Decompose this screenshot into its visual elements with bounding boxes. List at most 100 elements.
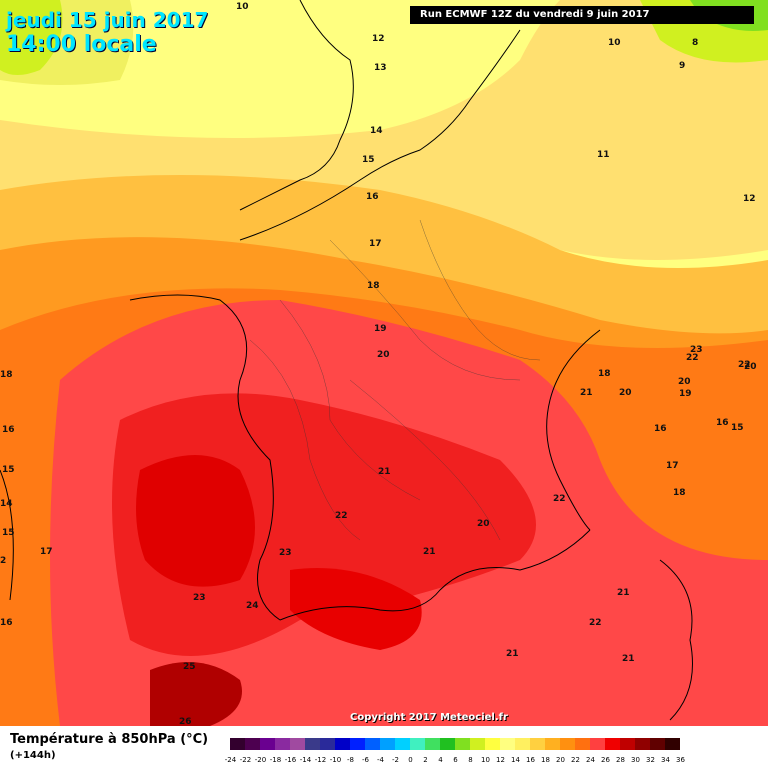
isotherm-label: 2 [0, 556, 7, 566]
forecast-date: jeudi 15 juin 2017 [6, 8, 209, 32]
isotherm-label: 16 [0, 618, 13, 628]
scale-tick-label: -16 [284, 756, 297, 764]
scale-swatch [260, 738, 275, 750]
isotherm-label: 16 [366, 192, 379, 202]
isotherm-label: 15 [2, 465, 15, 475]
forecast-time: 14:00 locale [6, 32, 157, 57]
scale-tick-label: 24 [586, 756, 595, 764]
scale-swatch [635, 738, 650, 750]
isotherm-label: 9 [679, 61, 686, 71]
isotherm-label: 20 [744, 362, 757, 372]
scale-swatch [485, 738, 500, 750]
scale-swatch [350, 738, 365, 750]
scale-swatch [440, 738, 455, 750]
scale-swatch [230, 738, 245, 750]
isotherm-label: 22 [589, 618, 602, 628]
scale-tick-label: 34 [661, 756, 670, 764]
scale-tick-label: -10 [329, 756, 342, 764]
isotherm-label: 22 [553, 494, 566, 504]
scale-tick-label: 28 [616, 756, 625, 764]
isotherm-label: 24 [246, 601, 259, 611]
scale-tick-label: 20 [556, 756, 565, 764]
isotherm-label: 21 [506, 649, 519, 659]
legend-bar: Température à 850hPa (°C) (+144h) -24 -22… [0, 726, 768, 768]
scale-tick-label: 2 [423, 756, 428, 764]
scale-tick-label: -4 [377, 756, 384, 764]
scale-tick-label: 30 [631, 756, 640, 764]
scale-tick-label: 4 [438, 756, 443, 764]
scale-swatch [395, 738, 410, 750]
isotherm-label: 10 [236, 2, 249, 12]
scale-tick-label: -2 [392, 756, 399, 764]
scale-tick-label: 22 [571, 756, 580, 764]
scale-tick-label: 26 [601, 756, 610, 764]
scale-swatch [320, 738, 335, 750]
temperature-map [0, 0, 768, 726]
scale-swatch [515, 738, 530, 750]
isotherm-label: 23 [193, 593, 206, 603]
scale-swatch [590, 738, 605, 750]
scale-tick-label: 32 [646, 756, 655, 764]
scale-tick-label: 10 [481, 756, 490, 764]
scale-tick-label: -6 [362, 756, 369, 764]
scale-tick-label: 8 [468, 756, 473, 764]
map-canvas [0, 0, 768, 726]
isotherm-label: 16 [654, 424, 667, 434]
isotherm-label: 21 [378, 467, 391, 477]
isotherm-label: 18 [598, 369, 611, 379]
scale-swatch [560, 738, 575, 750]
scale-tick-label: 14 [511, 756, 520, 764]
isotherm-label: 20 [678, 377, 691, 387]
isotherm-label: 26 [179, 717, 192, 727]
scale-tick-label: 16 [526, 756, 535, 764]
isotherm-label: 18 [367, 281, 380, 291]
isotherm-label: 25 [183, 662, 196, 672]
isotherm-label: 22 [335, 511, 348, 521]
isotherm-label: 8 [692, 38, 699, 48]
scale-swatch [605, 738, 620, 750]
scale-swatch [380, 738, 395, 750]
isotherm-label: 18 [673, 488, 686, 498]
isotherm-label: 19 [374, 324, 387, 334]
scale-swatch [545, 738, 560, 750]
scale-swatch [665, 738, 680, 750]
isotherm-label: 15 [731, 423, 744, 433]
isotherm-label: 21 [423, 547, 436, 557]
scale-swatch [305, 738, 320, 750]
isotherm-label: 12 [743, 194, 756, 204]
scale-tick-label: -22 [239, 756, 252, 764]
isotherm-label: 20 [619, 388, 632, 398]
isotherm-label: 19 [679, 389, 692, 399]
scale-tick-label: 6 [453, 756, 458, 764]
isotherm-label: 17 [369, 239, 382, 249]
scale-tick-label: -20 [254, 756, 267, 764]
scale-swatch [620, 738, 635, 750]
isotherm-label: 15 [2, 528, 15, 538]
scale-tick-label: -24 [224, 756, 237, 764]
run-info: Run ECMWF 12Z du vendredi 9 juin 2017 [410, 6, 754, 24]
scale-tick-label: -12 [314, 756, 327, 764]
isotherm-label: 15 [362, 155, 375, 165]
scale-swatch [455, 738, 470, 750]
isotherm-label: 22 [686, 353, 699, 363]
scale-swatch [275, 738, 290, 750]
lead-time: (+144h) [10, 750, 56, 761]
isotherm-label: 16 [2, 425, 15, 435]
color-scale: -24 -22 -20 -18 -16 -14 -12 -10 -8 -6 -4 -2 0 2 4 6 8 10 1… [225, 738, 700, 776]
scale-swatch [410, 738, 425, 750]
scale-swatch [245, 738, 260, 750]
isotherm-label: 21 [622, 654, 635, 664]
scale-tick-label: -8 [347, 756, 354, 764]
isotherm-label: 12 [372, 34, 385, 44]
scale-tick-label: -14 [299, 756, 312, 764]
isotherm-label: 23 [690, 345, 703, 355]
scale-tick-label: 12 [496, 756, 505, 764]
isotherm-label: 17 [40, 547, 53, 557]
parameter-label: Température à 850hPa (°C) [10, 732, 209, 747]
scale-swatch [500, 738, 515, 750]
scale-tick-label: 0 [408, 756, 413, 764]
isotherm-label: 10 [608, 38, 621, 48]
isotherm-label: 20 [477, 519, 490, 529]
scale-tick-label: 18 [541, 756, 550, 764]
isotherm-label: 14 [370, 126, 383, 136]
